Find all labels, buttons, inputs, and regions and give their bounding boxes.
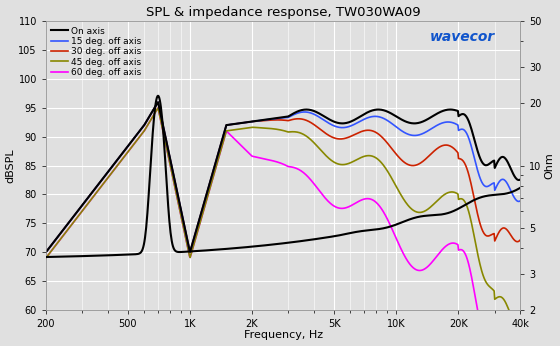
On axis <box>331 120 338 124</box>
15 deg. off axis <box>72 212 78 217</box>
X-axis label: Frequency, Hz: Frequency, Hz <box>244 330 323 340</box>
15 deg. off axis <box>155 100 161 104</box>
15 deg. off axis <box>517 199 524 203</box>
45 deg. off axis <box>43 256 49 260</box>
Line: On axis: On axis <box>46 102 520 252</box>
On axis <box>155 100 161 104</box>
30 deg. off axis <box>155 100 161 104</box>
On axis <box>403 120 409 124</box>
Legend: On axis, 15 deg. off axis, 30 deg. off axis, 45 deg. off axis, 60 deg. off axis: On axis, 15 deg. off axis, 30 deg. off a… <box>49 24 144 80</box>
Y-axis label: dBSPL: dBSPL <box>6 148 16 183</box>
30 deg. off axis <box>319 128 325 133</box>
15 deg. off axis <box>43 250 49 254</box>
45 deg. off axis <box>517 322 524 327</box>
15 deg. off axis <box>451 121 458 126</box>
45 deg. off axis <box>155 106 161 110</box>
Line: 15 deg. off axis: 15 deg. off axis <box>46 102 520 252</box>
60 deg. off axis <box>346 205 352 209</box>
On axis <box>43 250 49 254</box>
30 deg. off axis <box>43 250 49 254</box>
On axis <box>517 177 524 182</box>
60 deg. off axis <box>331 204 338 208</box>
On axis <box>451 108 458 112</box>
30 deg. off axis <box>72 212 78 217</box>
30 deg. off axis <box>451 147 458 152</box>
Title: SPL & impedance response, TW030WA09: SPL & impedance response, TW030WA09 <box>146 6 421 19</box>
15 deg. off axis <box>346 125 352 129</box>
30 deg. off axis <box>403 162 409 166</box>
30 deg. off axis <box>346 135 352 139</box>
45 deg. off axis <box>403 201 409 205</box>
45 deg. off axis <box>451 190 458 194</box>
45 deg. off axis <box>331 160 338 164</box>
On axis <box>72 212 78 217</box>
45 deg. off axis <box>515 324 521 328</box>
60 deg. off axis <box>155 106 161 110</box>
45 deg. off axis <box>72 218 78 222</box>
60 deg. off axis <box>451 241 458 245</box>
30 deg. off axis <box>517 238 524 242</box>
15 deg. off axis <box>319 117 325 121</box>
Line: 60 deg. off axis: 60 deg. off axis <box>46 108 520 346</box>
60 deg. off axis <box>72 218 78 222</box>
60 deg. off axis <box>319 192 325 196</box>
On axis <box>346 120 352 125</box>
Line: 45 deg. off axis: 45 deg. off axis <box>46 108 520 326</box>
15 deg. off axis <box>403 131 409 136</box>
On axis <box>319 113 325 117</box>
30 deg. off axis <box>331 136 338 140</box>
Y-axis label: Ohm: Ohm <box>544 152 554 179</box>
60 deg. off axis <box>43 256 49 260</box>
60 deg. off axis <box>403 257 409 261</box>
Text: wavecor: wavecor <box>430 30 496 44</box>
45 deg. off axis <box>346 161 352 165</box>
45 deg. off axis <box>319 149 325 154</box>
Line: 30 deg. off axis: 30 deg. off axis <box>46 102 520 252</box>
15 deg. off axis <box>331 124 338 128</box>
